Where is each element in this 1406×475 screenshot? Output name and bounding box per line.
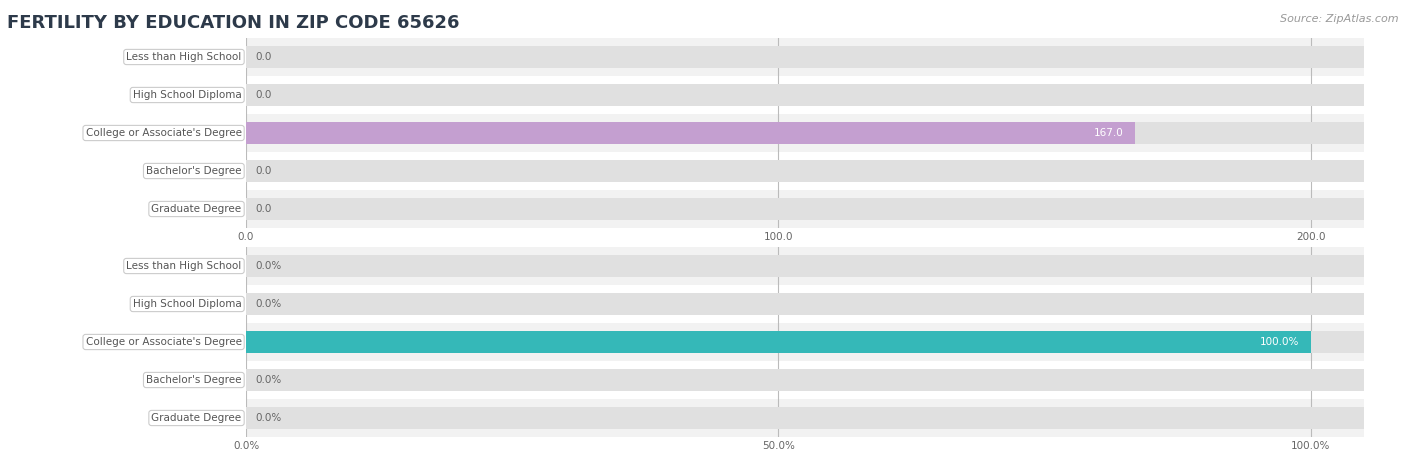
Bar (246, 190, 1364, 228)
Text: Graduate Degree: Graduate Degree (152, 413, 242, 423)
Bar (246, 46, 1364, 68)
Text: 0.0%: 0.0% (254, 299, 281, 309)
Bar (246, 76, 1364, 114)
Text: Less than High School: Less than High School (127, 261, 242, 271)
Bar (246, 331, 1310, 353)
Bar (246, 361, 1364, 399)
Text: 0.0: 0.0 (254, 90, 271, 100)
Text: College or Associate's Degree: College or Associate's Degree (86, 128, 242, 138)
Bar (246, 247, 1364, 285)
Bar (246, 407, 1364, 429)
Bar (246, 198, 1364, 220)
Bar (246, 285, 1364, 323)
Bar (246, 399, 1364, 437)
Text: High School Diploma: High School Diploma (132, 90, 242, 100)
Bar (246, 122, 1364, 144)
Text: 0.0: 0.0 (254, 166, 271, 176)
Bar (246, 255, 1364, 277)
Text: College or Associate's Degree: College or Associate's Degree (86, 337, 242, 347)
Text: 0.0%: 0.0% (254, 261, 281, 271)
Text: Source: ZipAtlas.com: Source: ZipAtlas.com (1281, 14, 1399, 24)
Bar (246, 38, 1364, 76)
Bar (246, 114, 1364, 152)
Bar (246, 122, 1135, 144)
Bar (246, 152, 1364, 190)
Text: 0.0: 0.0 (254, 52, 271, 62)
Bar (246, 369, 1364, 391)
Text: Graduate Degree: Graduate Degree (152, 204, 242, 214)
Text: High School Diploma: High School Diploma (132, 299, 242, 309)
Text: 167.0: 167.0 (1094, 128, 1123, 138)
Bar (246, 160, 1364, 182)
Text: Bachelor's Degree: Bachelor's Degree (146, 166, 242, 176)
Text: Bachelor's Degree: Bachelor's Degree (146, 375, 242, 385)
Text: 0.0: 0.0 (254, 204, 271, 214)
Text: 100.0%: 100.0% (1260, 337, 1299, 347)
Text: 0.0%: 0.0% (254, 413, 281, 423)
Bar (246, 331, 1364, 353)
Bar (246, 84, 1364, 106)
Bar (246, 293, 1364, 315)
Text: 0.0%: 0.0% (254, 375, 281, 385)
Bar (246, 323, 1364, 361)
Text: FERTILITY BY EDUCATION IN ZIP CODE 65626: FERTILITY BY EDUCATION IN ZIP CODE 65626 (7, 14, 460, 32)
Text: Less than High School: Less than High School (127, 52, 242, 62)
